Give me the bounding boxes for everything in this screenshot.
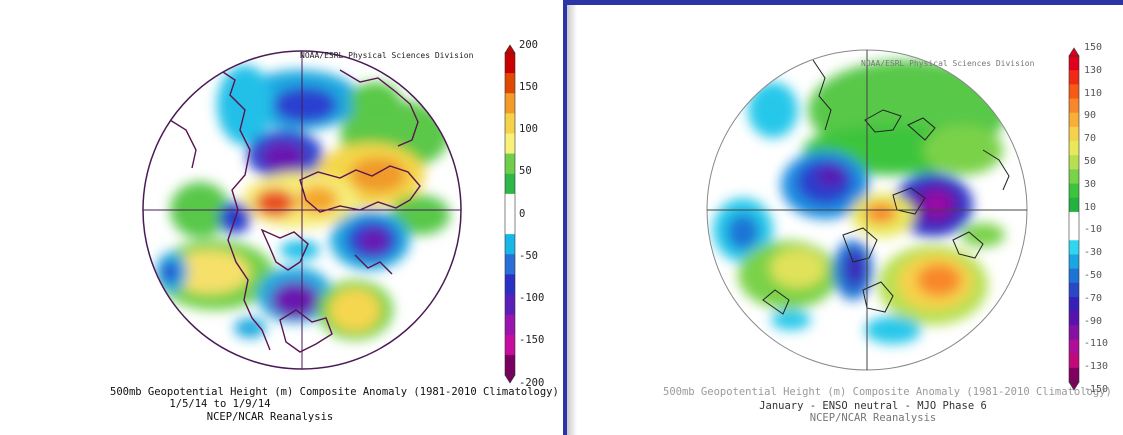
left-coastlines — [169, 69, 421, 353]
colorbar-segment — [1069, 112, 1079, 128]
colorbar-tick-label: 200 — [519, 38, 538, 51]
colorbar-bottom-arrow — [504, 374, 516, 384]
right-polar-map — [706, 47, 1080, 391]
colorbar-top-arrow — [1068, 47, 1080, 57]
colorbar-segment — [1069, 169, 1079, 184]
left-map-panel: NOAA/ESRL Physical Sciences Division 500… — [110, 38, 559, 423]
colorbar-segment — [505, 193, 515, 215]
colorbar-segment — [505, 173, 515, 195]
left-caption-source: NCEP/NCAR Reanalysis — [206, 411, 334, 423]
colorbar-tick-label: -150 — [1084, 384, 1109, 395]
colorbar-tick-label: -150 — [519, 334, 545, 347]
colorbar-tick-label: 130 — [1084, 64, 1103, 76]
colorbar-segment — [1069, 70, 1079, 85]
colorbar-tick-label: 150 — [519, 80, 538, 93]
colorbar-segment — [505, 314, 515, 336]
right-coastlines — [762, 59, 1010, 315]
left-colorbar — [504, 44, 516, 384]
colorbar-segment — [505, 153, 515, 175]
colorbar-segment — [505, 334, 515, 356]
colorbar-segment — [1069, 240, 1079, 255]
left-polar-map — [142, 44, 516, 384]
colorbar-segment — [1069, 183, 1079, 199]
colorbar-segment — [505, 294, 515, 316]
colorbar-segment — [505, 93, 515, 114]
colorbar-tick-label: -30 — [1084, 247, 1103, 259]
colorbar-top-arrow — [504, 44, 516, 54]
right-caption-title: 500mb Geopotential Height (m) Composite … — [663, 386, 1112, 398]
colorbar-tick-label: -130 — [1084, 361, 1109, 373]
colorbar-segment — [1069, 226, 1079, 241]
colorbar-tick-label: 150 — [1084, 42, 1103, 53]
colorbar-outline — [1068, 55, 1080, 383]
colorbar-segment — [1069, 141, 1079, 156]
colorbar-segment — [1069, 98, 1079, 114]
colorbar-segment — [1069, 254, 1079, 270]
colorbar-segment — [1069, 311, 1079, 326]
colorbar-segment — [505, 354, 515, 376]
colorbar-tick-label: -50 — [519, 249, 538, 262]
panel-separator-shadow — [567, 5, 577, 435]
colorbar-tick-label: 110 — [1084, 87, 1103, 99]
colorbar-tick-label: 50 — [519, 165, 532, 178]
colorbar-tick-label: 100 — [519, 123, 538, 136]
colorbar-segment — [1069, 325, 1079, 340]
colorbar-segment — [1069, 296, 1079, 312]
colorbar-segment — [1069, 353, 1079, 369]
colorbar-segment — [1069, 155, 1079, 170]
colorbar-segment — [505, 113, 515, 134]
colorbar-tick-label: 90 — [1084, 110, 1097, 122]
colorbar-tick-label: -90 — [1084, 315, 1103, 327]
left-caption-dates: 1/5/14 to 1/9/14 — [169, 398, 271, 410]
right-caption-subtitle: January - ENSO neutral - MJO Phase 6 — [759, 400, 987, 412]
left-caption-title: 500mb Geopotential Height (m) Composite … — [110, 386, 559, 398]
colorbar-outline — [504, 52, 516, 376]
left-anomaly-field — [143, 51, 461, 369]
colorbar-tick-label: 30 — [1084, 178, 1097, 190]
right-map-panel: NOAA/ESRL Physical Sciences Division 500… — [563, 0, 1123, 435]
colorbar-segment — [505, 234, 515, 255]
colorbar-segment — [1069, 339, 1079, 355]
colorbar-segment — [1069, 211, 1079, 227]
right-colorbar — [1068, 47, 1080, 391]
colorbar-tick-label: 50 — [1084, 156, 1097, 167]
colorbar-tick-label: -10 — [1084, 224, 1103, 236]
colorbar-segment — [505, 254, 515, 275]
colorbar-segment — [1069, 268, 1079, 284]
colorbar-segment — [1069, 126, 1079, 142]
colorbar-segment — [505, 73, 515, 94]
colorbar-segment — [505, 53, 515, 74]
colorbar-tick-label: -110 — [1084, 338, 1109, 350]
colorbar-segment — [505, 214, 515, 235]
colorbar-segment — [1069, 367, 1079, 383]
colorbar-tick-label: -50 — [1084, 270, 1103, 281]
colorbar-tick-label: 70 — [1084, 133, 1097, 145]
colorbar-tick-label: 0 — [519, 207, 526, 220]
colorbar-segment — [505, 274, 515, 295]
right-credit-label: NOAA/ESRL Physical Sciences Division — [861, 59, 1035, 68]
colorbar-segment — [1069, 56, 1079, 71]
colorbar-tick-label: -70 — [1084, 292, 1103, 304]
colorbar-tick-label: -200 — [519, 376, 545, 389]
colorbar-segment — [505, 133, 515, 155]
colorbar-tick-label: 10 — [1084, 201, 1097, 213]
colorbar-tick-label: -100 — [519, 292, 545, 305]
colorbar-segment — [1069, 282, 1079, 298]
colorbar-segment — [1069, 84, 1079, 99]
colorbar-segment — [1069, 197, 1079, 213]
right-anomaly-field — [707, 50, 1027, 370]
left-credit-label: NOAA/ESRL Physical Sciences Division — [300, 51, 474, 60]
right-caption-source: NCEP/NCAR Reanalysis — [809, 412, 937, 424]
